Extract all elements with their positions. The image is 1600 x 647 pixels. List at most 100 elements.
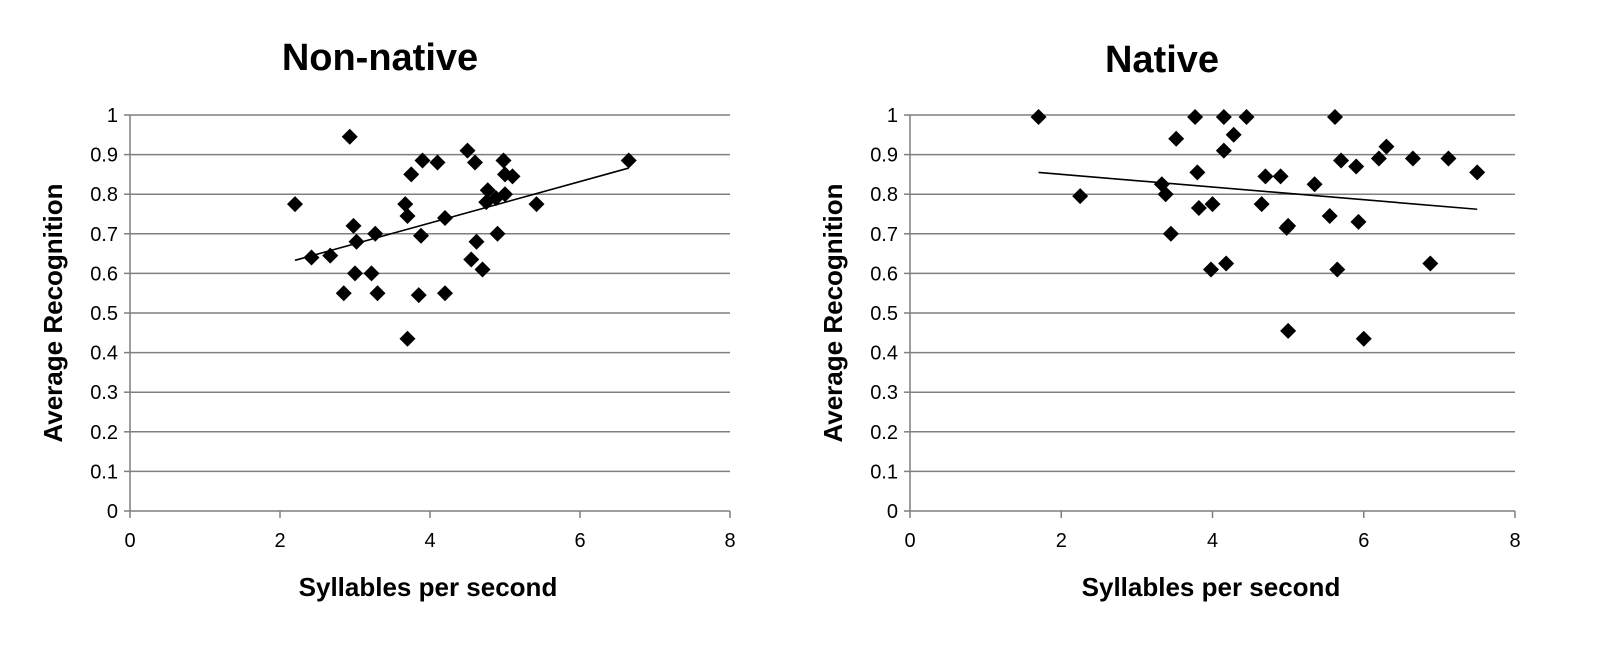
- data-point: [322, 247, 339, 264]
- data-point: [1440, 150, 1457, 167]
- x-tick-label: 4: [424, 530, 435, 552]
- chart-title: Native: [1105, 39, 1219, 81]
- data-point: [1238, 108, 1255, 125]
- x-axis-label: Syllables per second: [1082, 572, 1341, 602]
- data-point: [1072, 188, 1089, 205]
- data-point: [287, 196, 303, 213]
- data-point: [414, 152, 431, 169]
- y-tick-label: 1: [107, 105, 118, 127]
- y-tick-label: 0: [887, 501, 898, 523]
- y-tick-label: 0.3: [870, 382, 898, 404]
- data-point: [363, 265, 380, 282]
- data-point: [1329, 261, 1346, 278]
- data-point: [369, 285, 386, 302]
- y-tick-label: 0.4: [90, 343, 118, 365]
- data-point: [463, 251, 480, 268]
- y-tick-label: 0.5: [90, 303, 118, 325]
- data-point: [1215, 142, 1232, 159]
- data-point: [1225, 126, 1242, 143]
- data-point: [1187, 108, 1204, 125]
- data-point: [1280, 217, 1297, 234]
- data-point: [1404, 150, 1421, 167]
- data-point: [504, 168, 521, 185]
- data-point: [620, 152, 637, 169]
- y-tick-label: 0: [107, 501, 118, 523]
- data-point: [528, 196, 545, 213]
- data-point: [413, 227, 429, 244]
- data-point: [479, 182, 496, 199]
- data-point: [1469, 164, 1486, 181]
- y-axis-label: Average Recognition: [818, 183, 848, 442]
- data-point: [1253, 196, 1270, 213]
- y-tick-label: 0.8: [90, 184, 118, 206]
- x-tick-label: 4: [1207, 530, 1218, 552]
- y-tick-label: 0.4: [870, 343, 898, 365]
- data-point: [1218, 255, 1235, 272]
- data-point: [489, 225, 506, 242]
- y-tick-label: 0.2: [870, 422, 898, 444]
- data-point: [1202, 261, 1219, 278]
- y-tick-label: 0.7: [90, 224, 118, 246]
- data-point: [1162, 225, 1179, 242]
- data-point: [467, 154, 483, 171]
- data-point: [397, 196, 414, 213]
- y-tick-label: 0.9: [870, 145, 898, 167]
- data-point: [1350, 213, 1367, 230]
- data-point: [1204, 196, 1221, 213]
- data-point: [1030, 108, 1047, 125]
- data-point: [399, 207, 416, 224]
- x-tick-label: 6: [1358, 530, 1369, 552]
- trend-line: [294, 167, 629, 262]
- data-point: [468, 233, 485, 250]
- data-point: [437, 285, 453, 302]
- data-point: [437, 209, 453, 226]
- data-point: [1378, 138, 1395, 155]
- data-point: [403, 166, 420, 183]
- data-point: [367, 225, 384, 242]
- x-tick-label: 2: [1056, 530, 1067, 552]
- data-point: [459, 142, 476, 159]
- x-tick-label: 8: [724, 530, 735, 552]
- data-point: [429, 154, 446, 171]
- data-point: [1272, 168, 1289, 185]
- data-point: [348, 233, 365, 250]
- data-point: [410, 287, 427, 304]
- data-point: [1321, 207, 1338, 224]
- data-point: [335, 285, 352, 302]
- y-tick-label: 0.5: [870, 303, 898, 325]
- data-point: [303, 249, 320, 266]
- y-tick-label: 0.6: [870, 263, 898, 285]
- y-tick-label: 0.9: [90, 145, 118, 167]
- y-tick-label: 0.8: [870, 184, 898, 206]
- y-axis-label: Average Recognition: [38, 183, 68, 442]
- data-point: [1257, 168, 1274, 185]
- data-point: [1422, 255, 1439, 272]
- x-tick-label: 2: [274, 530, 285, 552]
- chart-title: Non-native: [282, 37, 478, 79]
- x-tick-label: 6: [574, 530, 585, 552]
- y-tick-label: 0.2: [90, 422, 118, 444]
- x-axis-label: Syllables per second: [299, 572, 558, 602]
- data-point: [497, 186, 513, 203]
- data-point: [341, 128, 358, 145]
- data-point: [1157, 186, 1174, 203]
- data-point: [1190, 200, 1207, 217]
- x-tick-label: 8: [1509, 530, 1520, 552]
- x-tick-label: 0: [904, 530, 915, 552]
- trend-line: [1038, 171, 1478, 211]
- chart-non-native: 0 0.1 0.2 0.3 0.4 0.5 0.6 0.7 0.8 0.9 1 0 2 4 6 8 Non-na…: [38, 37, 736, 602]
- data-point: [1168, 130, 1185, 147]
- x-tick-label: 0: [124, 530, 135, 552]
- data-point: [1189, 164, 1206, 181]
- y-tick-label: 0.7: [870, 224, 898, 246]
- y-tick-label: 0.6: [90, 263, 118, 285]
- data-point: [1215, 108, 1232, 125]
- data-point: [1306, 176, 1323, 193]
- y-tick-label: 0.3: [90, 382, 118, 404]
- data-point: [1370, 150, 1387, 167]
- data-point: [495, 152, 512, 169]
- data-point: [474, 261, 491, 278]
- data-point: [1280, 322, 1297, 339]
- data-point: [345, 217, 362, 234]
